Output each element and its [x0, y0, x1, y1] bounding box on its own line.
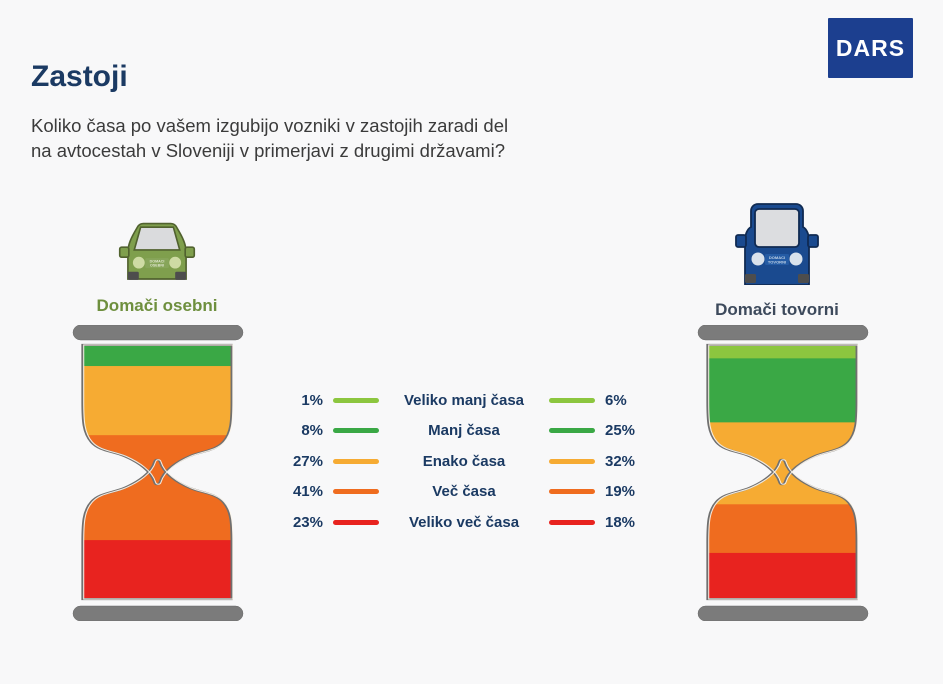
svg-text:OSEBNI: OSEBNI: [150, 264, 164, 268]
svg-text:TOVORNI: TOVORNI: [768, 260, 786, 265]
